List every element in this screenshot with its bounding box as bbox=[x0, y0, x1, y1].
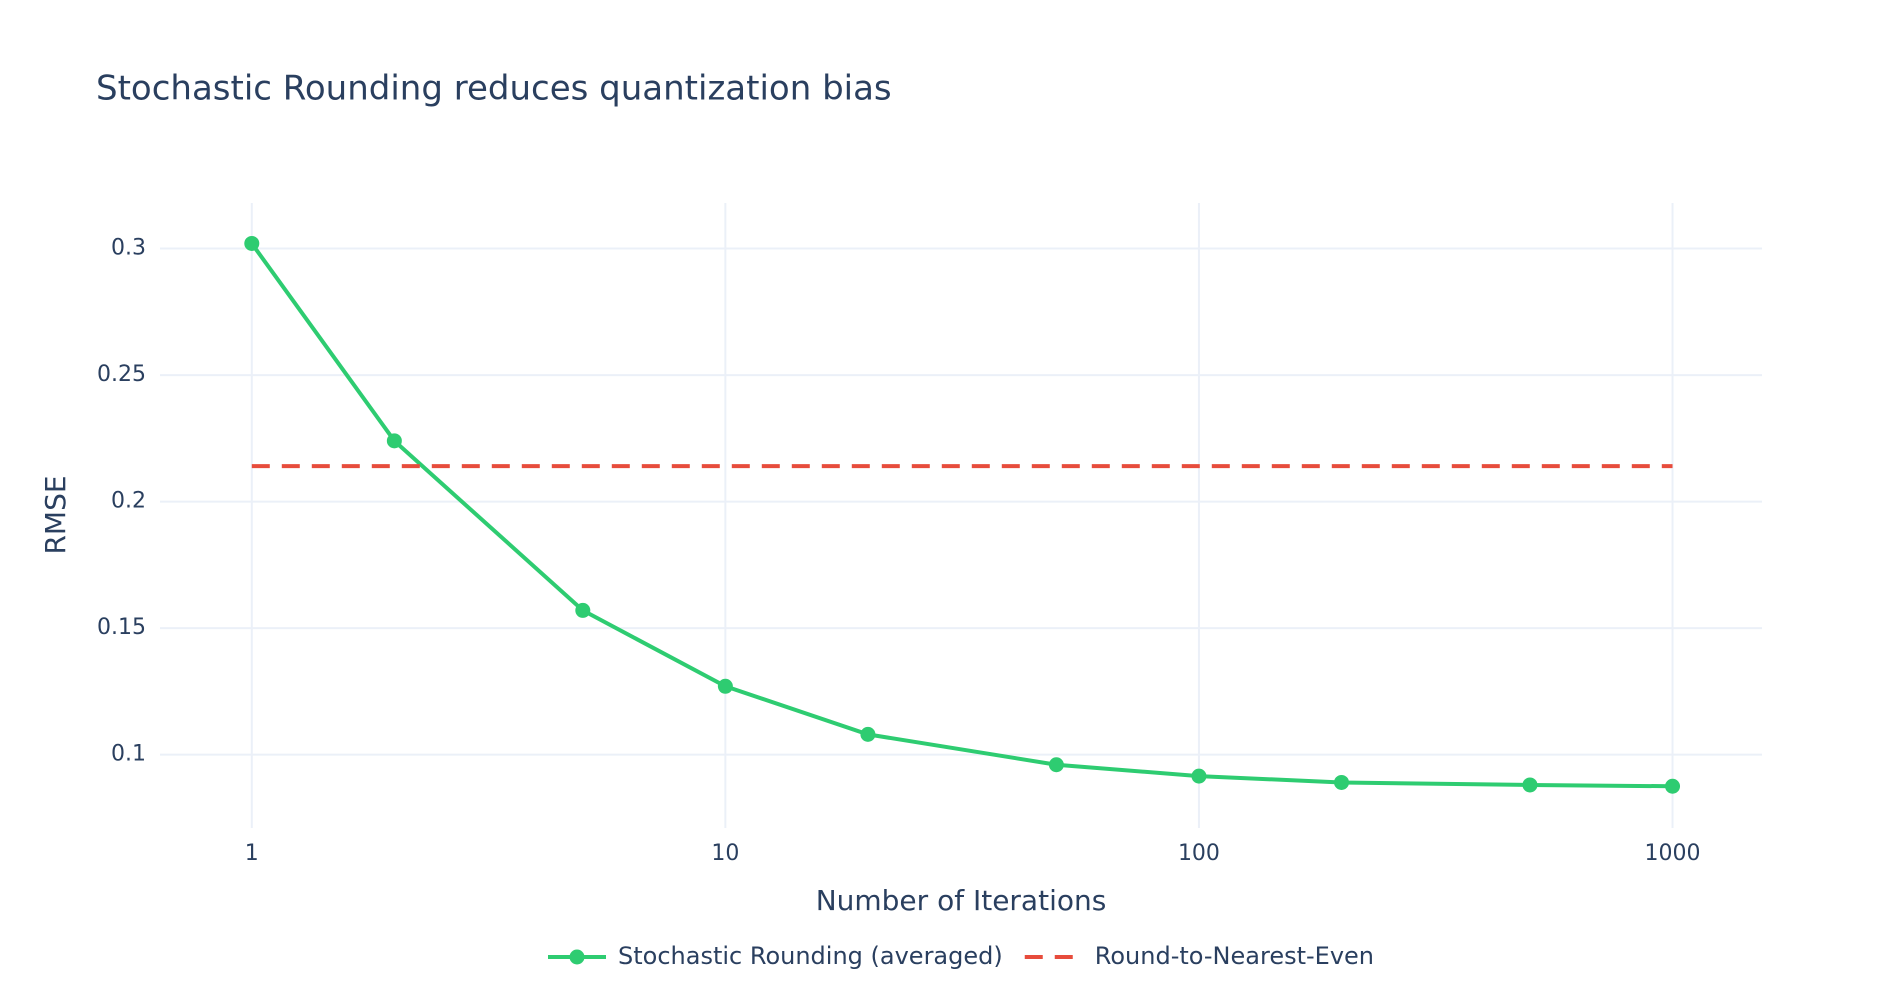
data-point bbox=[575, 602, 591, 618]
x-tick-label: 100 bbox=[1178, 841, 1220, 866]
data-point bbox=[860, 726, 876, 742]
data-point bbox=[386, 433, 402, 449]
data-point bbox=[1522, 777, 1538, 793]
y-tick-label: 0.15 bbox=[97, 615, 146, 640]
x-tick-label: 1 bbox=[245, 841, 259, 866]
data-point bbox=[717, 678, 733, 694]
y-axis-title: RMSE bbox=[39, 475, 72, 554]
x-axis-title: Number of Iterations bbox=[816, 884, 1107, 917]
legend-marker bbox=[569, 949, 585, 965]
grid: 0.1 0.15 0.2 0.25 0.3 1 10 100 1000 bbox=[97, 203, 1762, 866]
y-tick-label: 0.25 bbox=[97, 362, 146, 387]
legend-item: Round-to-Nearest-Even bbox=[1024, 942, 1374, 970]
x-tick-label: 1000 bbox=[1645, 841, 1701, 866]
y-tick-label: 0.1 bbox=[111, 742, 146, 767]
data-point bbox=[244, 235, 260, 251]
data-point bbox=[1665, 778, 1681, 794]
legend-label: Round-to-Nearest-Even bbox=[1095, 942, 1374, 970]
data-point bbox=[1191, 768, 1207, 784]
data-point bbox=[1048, 757, 1064, 773]
legend-label: Stochastic Rounding (averaged) bbox=[618, 942, 1003, 970]
legend: Stochastic Rounding (averaged) Round-to-N… bbox=[548, 942, 1374, 970]
legend-item: Stochastic Rounding (averaged) bbox=[548, 942, 1003, 970]
series-line bbox=[250, 242, 1673, 789]
chart-title: Stochastic Rounding reduces quantization… bbox=[96, 69, 892, 109]
x-tick-label: 10 bbox=[711, 841, 739, 866]
y-tick-label: 0.2 bbox=[111, 489, 146, 514]
data-point bbox=[1334, 774, 1350, 790]
y-tick-label: 0.3 bbox=[111, 236, 146, 261]
plot-area bbox=[244, 235, 1681, 794]
